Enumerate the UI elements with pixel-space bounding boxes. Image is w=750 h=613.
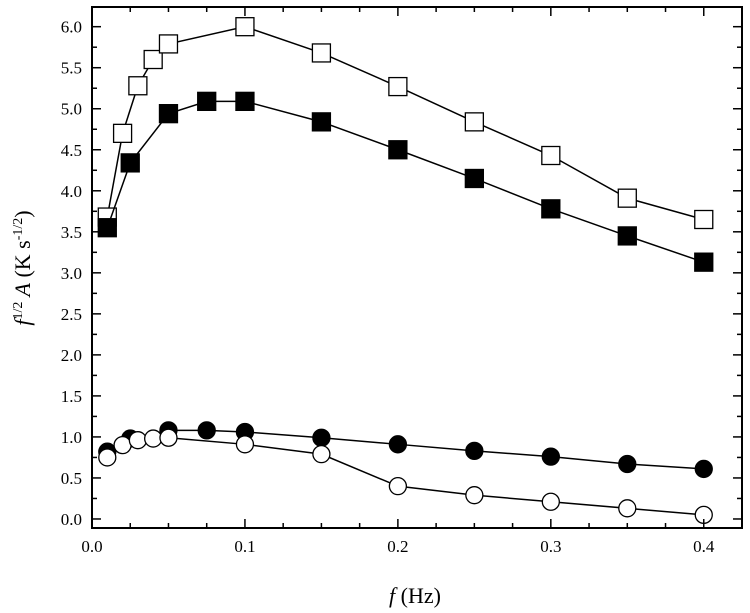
plot-frame (91, 6, 743, 529)
data-point (694, 252, 714, 272)
data-point (197, 421, 216, 440)
data-point (312, 428, 331, 447)
x-tick-label: 0.1 (234, 537, 255, 556)
data-point (128, 431, 148, 450)
y-axis-label: f1/2 A (K s-1/2) (10, 210, 35, 325)
data-point (143, 49, 163, 70)
y-tick-label: 4.0 (61, 182, 82, 201)
data-point (388, 140, 408, 160)
data-point (235, 91, 255, 112)
data-point (158, 104, 179, 124)
data-point (617, 188, 637, 208)
y-tick-label: 6.0 (61, 18, 82, 37)
data-point (388, 435, 408, 454)
x-tick-label: 0.0 (81, 537, 102, 556)
data-point (694, 459, 713, 479)
y-tick-label: 3.0 (61, 264, 82, 283)
data-point (235, 17, 255, 37)
data-point (465, 441, 484, 461)
data-point (235, 435, 255, 454)
x-axis-label: f (Hz) (389, 583, 441, 608)
y-tick-label: 5.5 (61, 59, 82, 78)
data-point (197, 91, 217, 112)
data-point (694, 209, 714, 230)
series-line (106, 429, 704, 470)
data-point (311, 112, 332, 132)
data-point (541, 447, 560, 466)
data-point (617, 226, 637, 246)
data-point (465, 486, 484, 505)
x-tick-label: 0.2 (387, 537, 408, 556)
series-open-squares (97, 17, 714, 230)
y-tick-label: 5.0 (61, 100, 82, 119)
data-point (541, 145, 561, 166)
y-tick-label: 1.5 (61, 387, 82, 406)
data-point (311, 43, 332, 63)
series-open-circles (98, 428, 713, 525)
x-tick-label: 0.4 (693, 537, 715, 556)
series-line (106, 100, 705, 263)
data-point (388, 76, 408, 97)
data-point (541, 199, 561, 219)
data-point (312, 445, 331, 464)
y-tick-label: 1.0 (61, 428, 82, 447)
data-point (464, 168, 485, 189)
data-point (98, 448, 117, 467)
data-point (158, 34, 179, 54)
series-filled-squares (97, 91, 714, 272)
data-point (618, 499, 637, 518)
data-point (128, 76, 148, 96)
data-point (464, 112, 485, 132)
data-point (618, 454, 637, 474)
data-point (112, 123, 133, 144)
series-filled-circles (98, 421, 713, 479)
y-tick-label: 4.5 (61, 141, 82, 160)
y-tick-label: 2.0 (61, 346, 82, 365)
data-point (541, 492, 560, 511)
y-tick-label: 2.5 (61, 305, 82, 324)
data-point (144, 429, 163, 448)
series-line (106, 25, 704, 221)
y-tick-label: 0.0 (61, 510, 82, 529)
data-point (97, 218, 117, 238)
x-tick-label: 0.3 (540, 537, 561, 556)
data-point (159, 428, 178, 447)
data-point (120, 153, 140, 173)
data-point (388, 477, 408, 496)
data-point (113, 435, 132, 455)
y-tick-label: 3.5 (61, 223, 82, 242)
y-tick-label: 0.5 (61, 469, 82, 488)
